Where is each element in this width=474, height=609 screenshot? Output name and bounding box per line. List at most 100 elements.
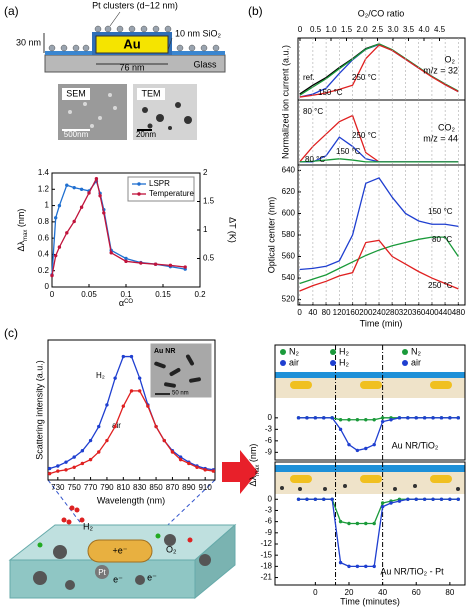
label: Pt xyxy=(98,568,106,577)
data-point xyxy=(389,418,393,422)
y-axis-label: Δλmax (nm) xyxy=(248,444,260,487)
inset-scale: 50 nm xyxy=(172,391,189,397)
sample-label: Au NR/TiO₂ xyxy=(392,440,439,450)
legend-label: air xyxy=(411,357,421,367)
data-point xyxy=(47,466,52,471)
x-tick-label: 360 xyxy=(412,308,426,317)
data-point xyxy=(80,461,85,466)
series-line xyxy=(299,158,459,163)
label-box xyxy=(62,88,90,100)
y-tick-label: 1.2 xyxy=(38,184,50,193)
label: Pt clusters (d~12 nm) xyxy=(92,0,178,10)
y-tick-label: -6 xyxy=(265,517,273,526)
au-rod xyxy=(430,475,452,483)
data-point xyxy=(406,497,410,501)
data-point xyxy=(72,185,76,190)
data-point xyxy=(79,205,84,209)
tio2-particles xyxy=(33,534,211,590)
pt-clusters xyxy=(48,25,220,52)
y-tick-label: 0.5 xyxy=(203,254,215,263)
data-point xyxy=(347,521,351,526)
data-point xyxy=(305,497,309,501)
data-point xyxy=(364,418,368,422)
legend-marker xyxy=(402,360,408,366)
schematic-c: H₂ O₂ +e⁻ e⁻ e⁻ Pt xyxy=(8,479,237,600)
data-point xyxy=(170,450,175,454)
data-point xyxy=(330,416,334,420)
data-point xyxy=(211,469,216,473)
y-axis-label-part: max xyxy=(255,465,261,476)
data-point xyxy=(397,416,402,420)
x-tick-label: 0.05 xyxy=(81,290,97,299)
data-point xyxy=(137,389,142,393)
data-point xyxy=(183,265,187,269)
data-point xyxy=(105,438,109,443)
x-tick-label: 400 xyxy=(425,308,439,317)
data-point xyxy=(168,263,173,268)
plot-frame xyxy=(274,461,466,586)
x-tick-label: 0 xyxy=(50,290,55,299)
x-axis-label: Time (minutes) xyxy=(340,596,400,606)
data-point xyxy=(330,497,334,501)
y-tick-label: 600 xyxy=(282,209,296,218)
data-point xyxy=(347,418,351,422)
x-axis-label-part: α xyxy=(119,298,124,308)
data-point xyxy=(338,560,343,565)
gas-label: CO₂ xyxy=(438,122,456,132)
data-point xyxy=(162,438,166,443)
data-point xyxy=(153,262,158,266)
data-point xyxy=(406,416,410,420)
x-tick-label: 0.15 xyxy=(155,290,171,299)
data-point xyxy=(296,416,301,420)
y-tick-label: -12 xyxy=(260,539,272,548)
label: 10 nm SiO₂ xyxy=(175,28,222,38)
data-point xyxy=(422,497,427,501)
data-point xyxy=(178,455,183,459)
legend-label: Temperature xyxy=(149,189,194,198)
data-point xyxy=(113,376,117,380)
data-point xyxy=(72,455,76,459)
x-tick-label: 280 xyxy=(386,308,400,317)
data-point xyxy=(372,442,376,447)
legend-marker xyxy=(330,349,336,355)
data-point xyxy=(338,519,343,524)
data-point xyxy=(364,564,368,569)
y-axis-label-part: Δλ xyxy=(248,475,258,486)
x-tick-label: 320 xyxy=(399,308,413,317)
y-tick-label: -9 xyxy=(265,528,273,537)
data-point xyxy=(355,564,360,569)
legend-marker xyxy=(402,349,408,355)
x-tick-label: 730 xyxy=(51,483,65,492)
y-tick-label: 0 xyxy=(268,494,273,503)
legend-label: N₂ xyxy=(289,346,299,356)
y-tick-label: -21 xyxy=(260,573,272,582)
y-tick-label: 1.4 xyxy=(38,168,50,177)
inset-rod xyxy=(154,361,166,369)
data-point xyxy=(65,231,69,235)
data-point xyxy=(88,438,93,443)
series-line xyxy=(298,498,459,525)
data-point xyxy=(322,416,326,420)
pointer xyxy=(109,11,121,27)
schematic-a: Pt clusters (d~12 nm) 10 nm SiO₂ 30 nm A… xyxy=(16,0,226,140)
x-tick-label: 80 xyxy=(322,308,331,317)
panel-label: (a) xyxy=(4,4,19,18)
data-point xyxy=(195,465,199,469)
data-point xyxy=(97,450,101,454)
x-axis-label: Wavelength (nm) xyxy=(97,495,165,505)
y-axis-label-part: (nm) xyxy=(16,209,26,230)
data-point xyxy=(305,416,309,420)
legend-label: N₂ xyxy=(411,346,421,356)
label: 30 nm xyxy=(16,37,41,47)
data-point xyxy=(94,177,99,181)
label: H₂ xyxy=(83,521,93,531)
arrow xyxy=(222,450,258,494)
x-tick-label: 120 xyxy=(333,308,347,317)
data-point xyxy=(347,442,351,447)
legend-label: H₂ xyxy=(339,357,349,367)
y-axis-label: Optical center (nm) xyxy=(266,197,276,274)
y2-axis-label: ΔT (K) xyxy=(228,217,238,243)
y-tick-label: 520 xyxy=(282,295,296,304)
top-tick-label: 1.0 xyxy=(325,25,337,34)
